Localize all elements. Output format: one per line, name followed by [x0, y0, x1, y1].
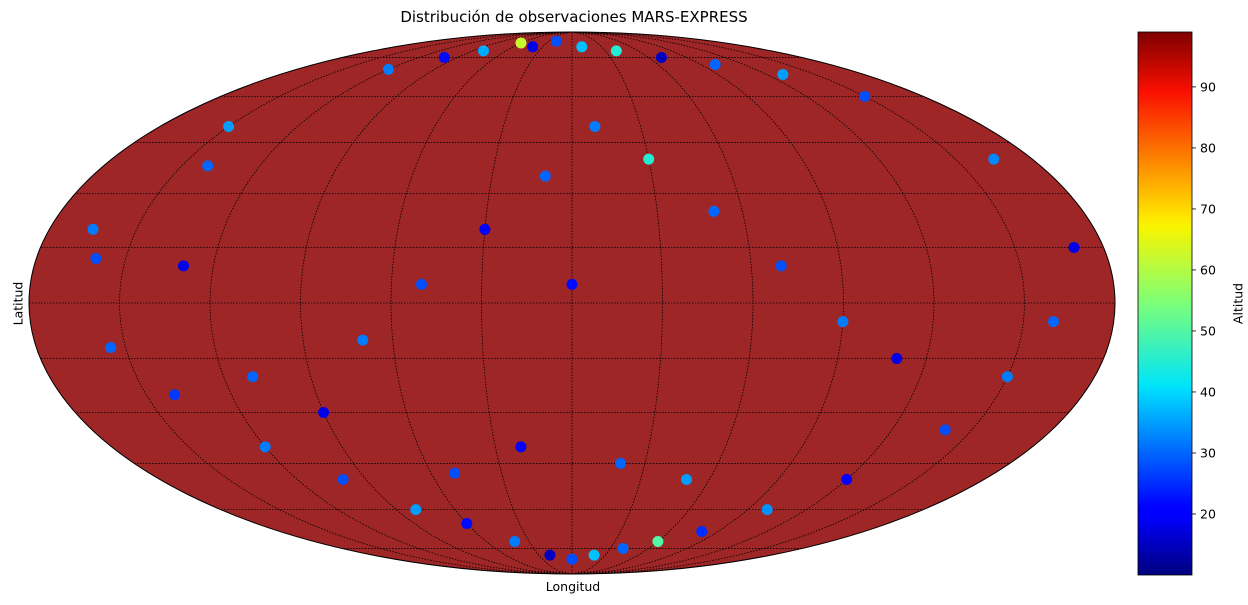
scatter-point	[708, 205, 720, 217]
scatter-point	[169, 389, 181, 401]
scatter-point	[588, 549, 600, 561]
meridian-line	[390, 32, 573, 574]
scatter-point	[576, 41, 588, 53]
colorbar-tick-label: 70	[1200, 201, 1216, 216]
scatter-point	[544, 549, 556, 561]
scatter-point	[655, 52, 667, 63]
x-axis-label: Longitud	[545, 579, 601, 594]
scatter-point	[1068, 242, 1080, 253]
scatter-point	[527, 41, 539, 53]
meridian-line	[209, 32, 573, 574]
scatter-point	[643, 153, 655, 165]
scatter-point	[841, 474, 853, 485]
scatter-point	[615, 457, 627, 469]
map-outline	[28, 31, 1116, 575]
scatter-point	[318, 407, 330, 418]
scatter-point	[515, 37, 527, 49]
meridian-line	[571, 32, 935, 574]
chart-title: Distribución de observaciones MARS-EXPRE…	[400, 8, 748, 26]
colorbar-tick-label: 60	[1200, 262, 1216, 277]
scatter-point	[438, 52, 450, 63]
scatter-point	[105, 342, 117, 353]
scatter-point	[449, 467, 461, 479]
scatter-point	[509, 536, 521, 547]
scatter-point	[988, 153, 1000, 165]
scatter-point	[223, 121, 235, 132]
scatter-point	[681, 474, 692, 485]
scatter-point	[410, 504, 422, 516]
scatter-point	[652, 536, 664, 547]
scatter-point	[859, 90, 871, 102]
meridian-line	[571, 32, 754, 574]
meridian-line	[119, 32, 573, 574]
y-axis-label: Latitud	[10, 281, 26, 326]
scatter-point	[1048, 316, 1059, 328]
scatter-point	[837, 316, 849, 328]
scatter-point	[1001, 371, 1013, 383]
scatter-point	[382, 63, 394, 75]
colorbar-tick-label: 90	[1200, 79, 1216, 94]
scatter-point	[259, 441, 271, 453]
scatter-point	[202, 160, 214, 172]
scatter-point	[589, 121, 601, 132]
scatter-point	[479, 223, 491, 235]
colorbar-tick-label: 80	[1200, 140, 1216, 155]
colorbar: 20 30 40 50 60 70 80 90	[1137, 31, 1216, 576]
scatter-point	[761, 504, 773, 516]
meridian-line	[571, 32, 844, 574]
scatter-points	[87, 35, 1080, 565]
scatter-point	[566, 278, 578, 290]
scatter-point	[478, 45, 489, 57]
colorbar-tick-label: 50	[1200, 323, 1216, 338]
scatter-point	[775, 260, 787, 272]
colorbar-tick-label: 30	[1200, 445, 1216, 460]
colorbar-tick-label: 20	[1200, 506, 1216, 521]
colorbar-label: Altitud	[1230, 282, 1246, 325]
colorbar-tick-label: 40	[1200, 384, 1216, 399]
scatter-point	[90, 253, 102, 264]
meridian-line	[300, 32, 573, 574]
scatter-point	[610, 45, 622, 57]
scatter-point	[357, 334, 369, 346]
scatter-point	[696, 526, 708, 537]
scatter-point	[539, 170, 551, 182]
scatter-point	[337, 474, 349, 485]
meridian-line	[571, 32, 1025, 574]
scatter-point	[939, 424, 951, 436]
scatter-point	[515, 441, 527, 453]
scatter-point	[461, 518, 473, 529]
scatter-point	[247, 371, 259, 383]
scatter-point	[891, 353, 903, 364]
scatter-point	[566, 553, 578, 565]
scatter-point	[550, 35, 562, 47]
scatter-point	[178, 260, 189, 272]
scatter-point	[709, 59, 721, 70]
scatter-point	[87, 223, 99, 235]
scatter-point	[416, 278, 427, 290]
colorbar-ticks: 20 30 40 50 60 70 80 90	[1192, 79, 1216, 521]
scatter-point	[617, 543, 629, 554]
colorbar-gradient	[1137, 31, 1193, 576]
scatter-point	[777, 69, 789, 80]
